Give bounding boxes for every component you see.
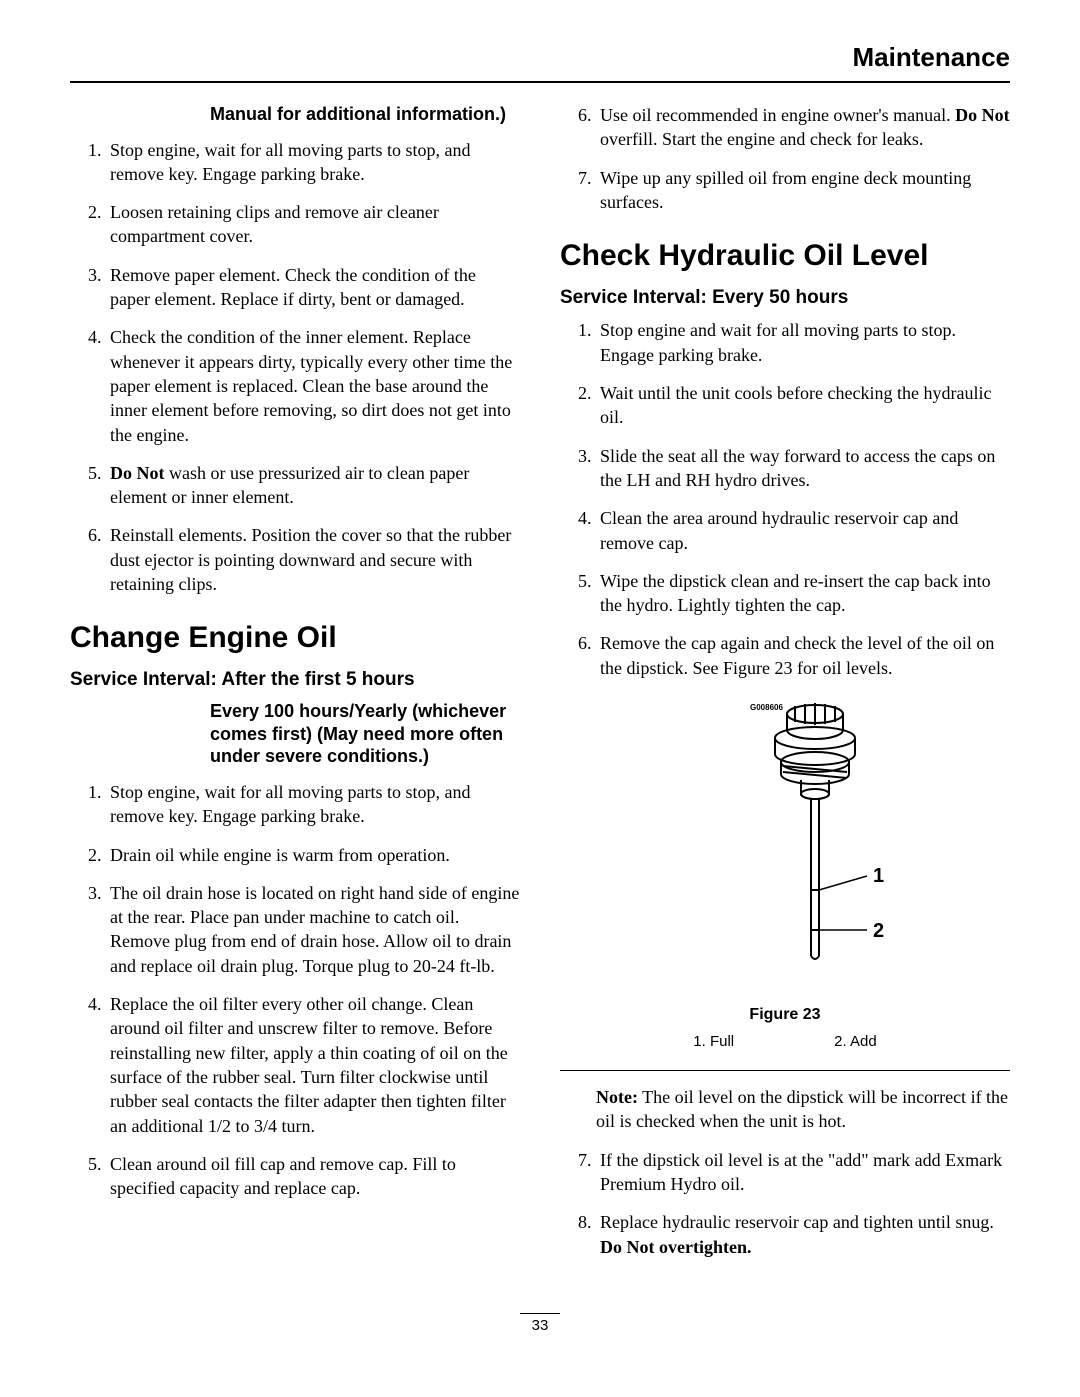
note-lead: Note:	[596, 1087, 638, 1107]
note-block: Note: The oil level on the dipstick will…	[596, 1085, 1010, 1134]
aircleaner-steps: Stop engine, wait for all moving parts t…	[70, 138, 520, 597]
service-interval: Service Interval: Every 50 hours	[560, 285, 1010, 311]
figure-label-1: 1	[873, 865, 884, 887]
hydraulic-steps-a: Stop engine and wait for all moving part…	[560, 318, 1010, 680]
figure-key: 1. Full 2. Add	[560, 1032, 1010, 1071]
list-item: Clean around oil fill cap and remove cap…	[106, 1152, 520, 1201]
list-item: The oil drain hose is located on right h…	[106, 881, 520, 978]
list-item: Wait until the unit cools before checkin…	[596, 381, 1010, 430]
continued-heading: Manual for additional information.)	[210, 103, 520, 126]
page-number-value: 33	[532, 1317, 549, 1334]
list-item: Stop engine and wait for all moving part…	[596, 318, 1010, 367]
content-columns: Manual for additional information.) Stop…	[70, 103, 1010, 1273]
engine-oil-steps: Stop engine, wait for all moving parts t…	[70, 780, 520, 1200]
list-item-text: Use oil recommended in engine owner's ma…	[600, 105, 955, 125]
list-item-text: overfill. Start the engine and check for…	[600, 129, 923, 149]
list-item: If the dipstick oil level is at the "add…	[596, 1148, 1010, 1197]
service-interval-detail: Every 100 hours/Yearly (whichever comes …	[210, 700, 520, 768]
list-item: Do Not wash or use pressurized air to cl…	[106, 461, 520, 510]
list-item: Remove paper element. Check the conditio…	[106, 263, 520, 312]
bold-text: Do Not overtighten.	[600, 1237, 751, 1257]
right-column: Use oil recommended in engine owner's ma…	[560, 103, 1010, 1273]
list-item-text: Replace hydraulic reservoir cap and tigh…	[600, 1212, 994, 1232]
page-number: 33	[70, 1313, 1010, 1336]
bold-lead: Do Not	[110, 463, 165, 483]
dipstick-diagram: G008606	[655, 694, 915, 994]
figure-caption: Figure 23	[560, 1004, 1010, 1026]
service-interval: Service Interval: After the first 5 hour…	[70, 667, 520, 693]
figure-key-item: 2. Add	[834, 1032, 877, 1052]
list-item: Remove the cap again and check the level…	[596, 631, 1010, 680]
list-item: Replace hydraulic reservoir cap and tigh…	[596, 1210, 1010, 1259]
left-column: Manual for additional information.) Stop…	[70, 103, 520, 1273]
list-item-text: wash or use pressurized air to clean pap…	[110, 463, 469, 507]
page-header: Maintenance	[70, 40, 1010, 83]
list-item: Loosen retaining clips and remove air cl…	[106, 200, 520, 249]
bold-text: Do Not	[955, 105, 1010, 125]
list-item: Slide the seat all the way forward to ac…	[596, 444, 1010, 493]
figure-gcode: G008606	[750, 703, 783, 712]
list-item: Drain oil while engine is warm from oper…	[106, 843, 520, 867]
list-item: Wipe the dipstick clean and re-insert th…	[596, 569, 1010, 618]
note-body: The oil level on the dipstick will be in…	[596, 1087, 1008, 1131]
list-item: Stop engine, wait for all moving parts t…	[106, 780, 520, 829]
engine-oil-steps-cont: Use oil recommended in engine owner's ma…	[560, 103, 1010, 214]
list-item: Stop engine, wait for all moving parts t…	[106, 138, 520, 187]
list-item: Check the condition of the inner element…	[106, 325, 520, 446]
list-item: Clean the area around hydraulic reservoi…	[596, 506, 1010, 555]
list-item: Wipe up any spilled oil from engine deck…	[596, 166, 1010, 215]
figure-key-item: 1. Full	[693, 1032, 734, 1052]
list-item: Use oil recommended in engine owner's ma…	[596, 103, 1010, 152]
hydraulic-heading: Check Hydraulic Oil Level	[560, 236, 1010, 277]
figure-label-2: 2	[873, 920, 884, 942]
engine-oil-heading: Change Engine Oil	[70, 618, 520, 659]
hydraulic-steps-b: If the dipstick oil level is at the "add…	[560, 1148, 1010, 1259]
list-item: Reinstall elements. Position the cover s…	[106, 523, 520, 596]
figure-23: G008606	[560, 694, 1010, 1026]
list-item: Replace the oil filter every other oil c…	[106, 992, 520, 1138]
